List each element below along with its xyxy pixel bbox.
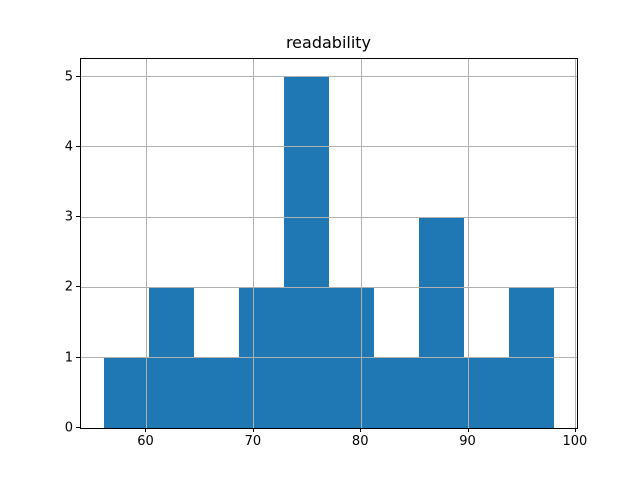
x-tick-label: 100	[562, 434, 588, 449]
gridline-vertical	[468, 59, 470, 428]
y-tick-label: 4	[64, 139, 73, 155]
plot-area	[80, 58, 578, 429]
gridline-horizontal	[81, 76, 577, 78]
y-tick-label: 1	[64, 350, 73, 366]
gridline-horizontal	[81, 216, 577, 218]
histogram-bar	[419, 217, 465, 428]
histogram-bar	[103, 357, 149, 428]
x-tick-label: 70	[244, 434, 262, 449]
gridline-vertical	[253, 59, 255, 428]
y-tick-label: 5	[64, 69, 73, 85]
y-tick-mark	[76, 427, 80, 428]
histogram-bar	[193, 357, 239, 428]
y-tick-mark	[76, 75, 80, 77]
y-tick-label: 2	[64, 279, 73, 295]
y-tick-label: 0	[64, 420, 73, 436]
y-tick-mark	[76, 216, 80, 218]
gridline-vertical	[575, 59, 577, 428]
x-tick-label: 90	[459, 434, 476, 449]
x-tick-mark	[360, 428, 362, 432]
x-tick-label: 80	[351, 434, 369, 449]
histogram-bar	[464, 357, 510, 428]
gridline-vertical	[145, 59, 147, 428]
histogram-bar	[374, 357, 420, 428]
y-tick-mark	[76, 286, 80, 288]
gridline-horizontal	[81, 357, 577, 359]
x-tick-mark	[574, 428, 576, 432]
x-tick-mark	[467, 428, 469, 432]
y-tick-label: 3	[64, 209, 73, 225]
y-tick-mark	[76, 356, 80, 358]
gridline-horizontal	[81, 146, 577, 148]
chart-title: readability	[285, 33, 372, 52]
x-tick-label: 60	[137, 434, 154, 449]
gridline-horizontal	[81, 427, 577, 428]
histogram-bar	[283, 76, 329, 428]
x-tick-mark	[252, 428, 254, 432]
y-tick-mark	[76, 145, 80, 147]
gridline-vertical	[360, 59, 362, 428]
gridline-horizontal	[81, 286, 577, 288]
x-tick-mark	[145, 428, 147, 432]
